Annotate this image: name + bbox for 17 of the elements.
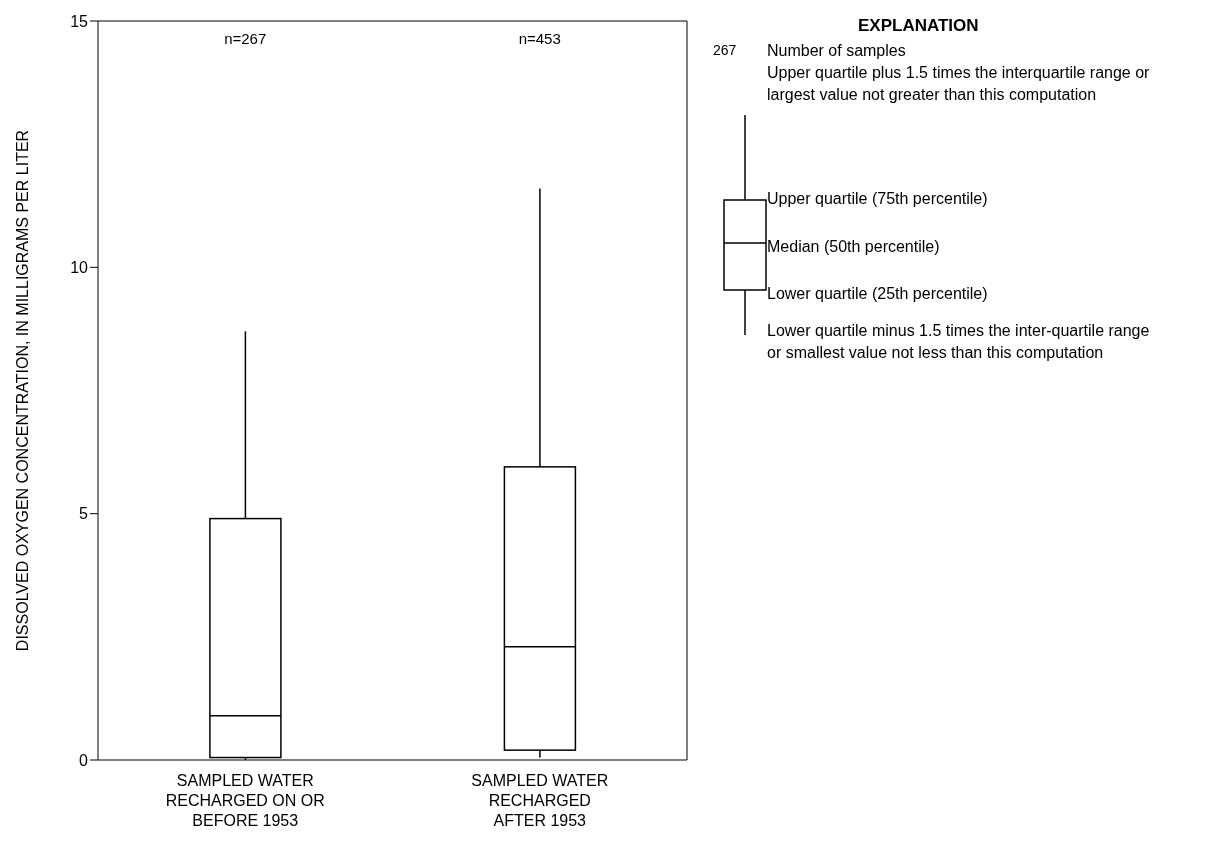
text: Lower quartile (25th percentile) bbox=[767, 284, 989, 304]
x-tick-label: SAMPLED WATER RECHARGED AFTER 1953 bbox=[471, 772, 609, 829]
text: Number of samples bbox=[767, 41, 907, 61]
text: Upper quartile (75th percentile) bbox=[767, 189, 989, 209]
text: Median (50th percentile) bbox=[767, 237, 941, 257]
text: Lower quartile minus 1.5 times the inter-quartile range or smallest value not less than this computation bbox=[767, 321, 1151, 363]
annotation: n=453 bbox=[518, 29, 561, 47]
y-tick-label: 15 bbox=[70, 12, 89, 30]
y-axis-title: DISSOLVED OXYGEN CONCENTRATION, IN MILLIGRAMS PER LITER bbox=[13, 129, 31, 652]
annotation: n=267 bbox=[224, 29, 267, 47]
text: 267 bbox=[713, 42, 737, 58]
y-tick-label: 0 bbox=[79, 751, 89, 769]
x-tick-label: SAMPLED WATER RECHARGED ON OR BEFORE 1953 bbox=[165, 772, 325, 829]
y-tick-label: 5 bbox=[79, 505, 89, 523]
text: Upper quartile plus 1.5 times the interquartile range or largest value not greater than this computation bbox=[767, 63, 1151, 105]
y-tick-label: 10 bbox=[70, 259, 89, 277]
legend-title: EXPLANATION bbox=[858, 16, 979, 36]
